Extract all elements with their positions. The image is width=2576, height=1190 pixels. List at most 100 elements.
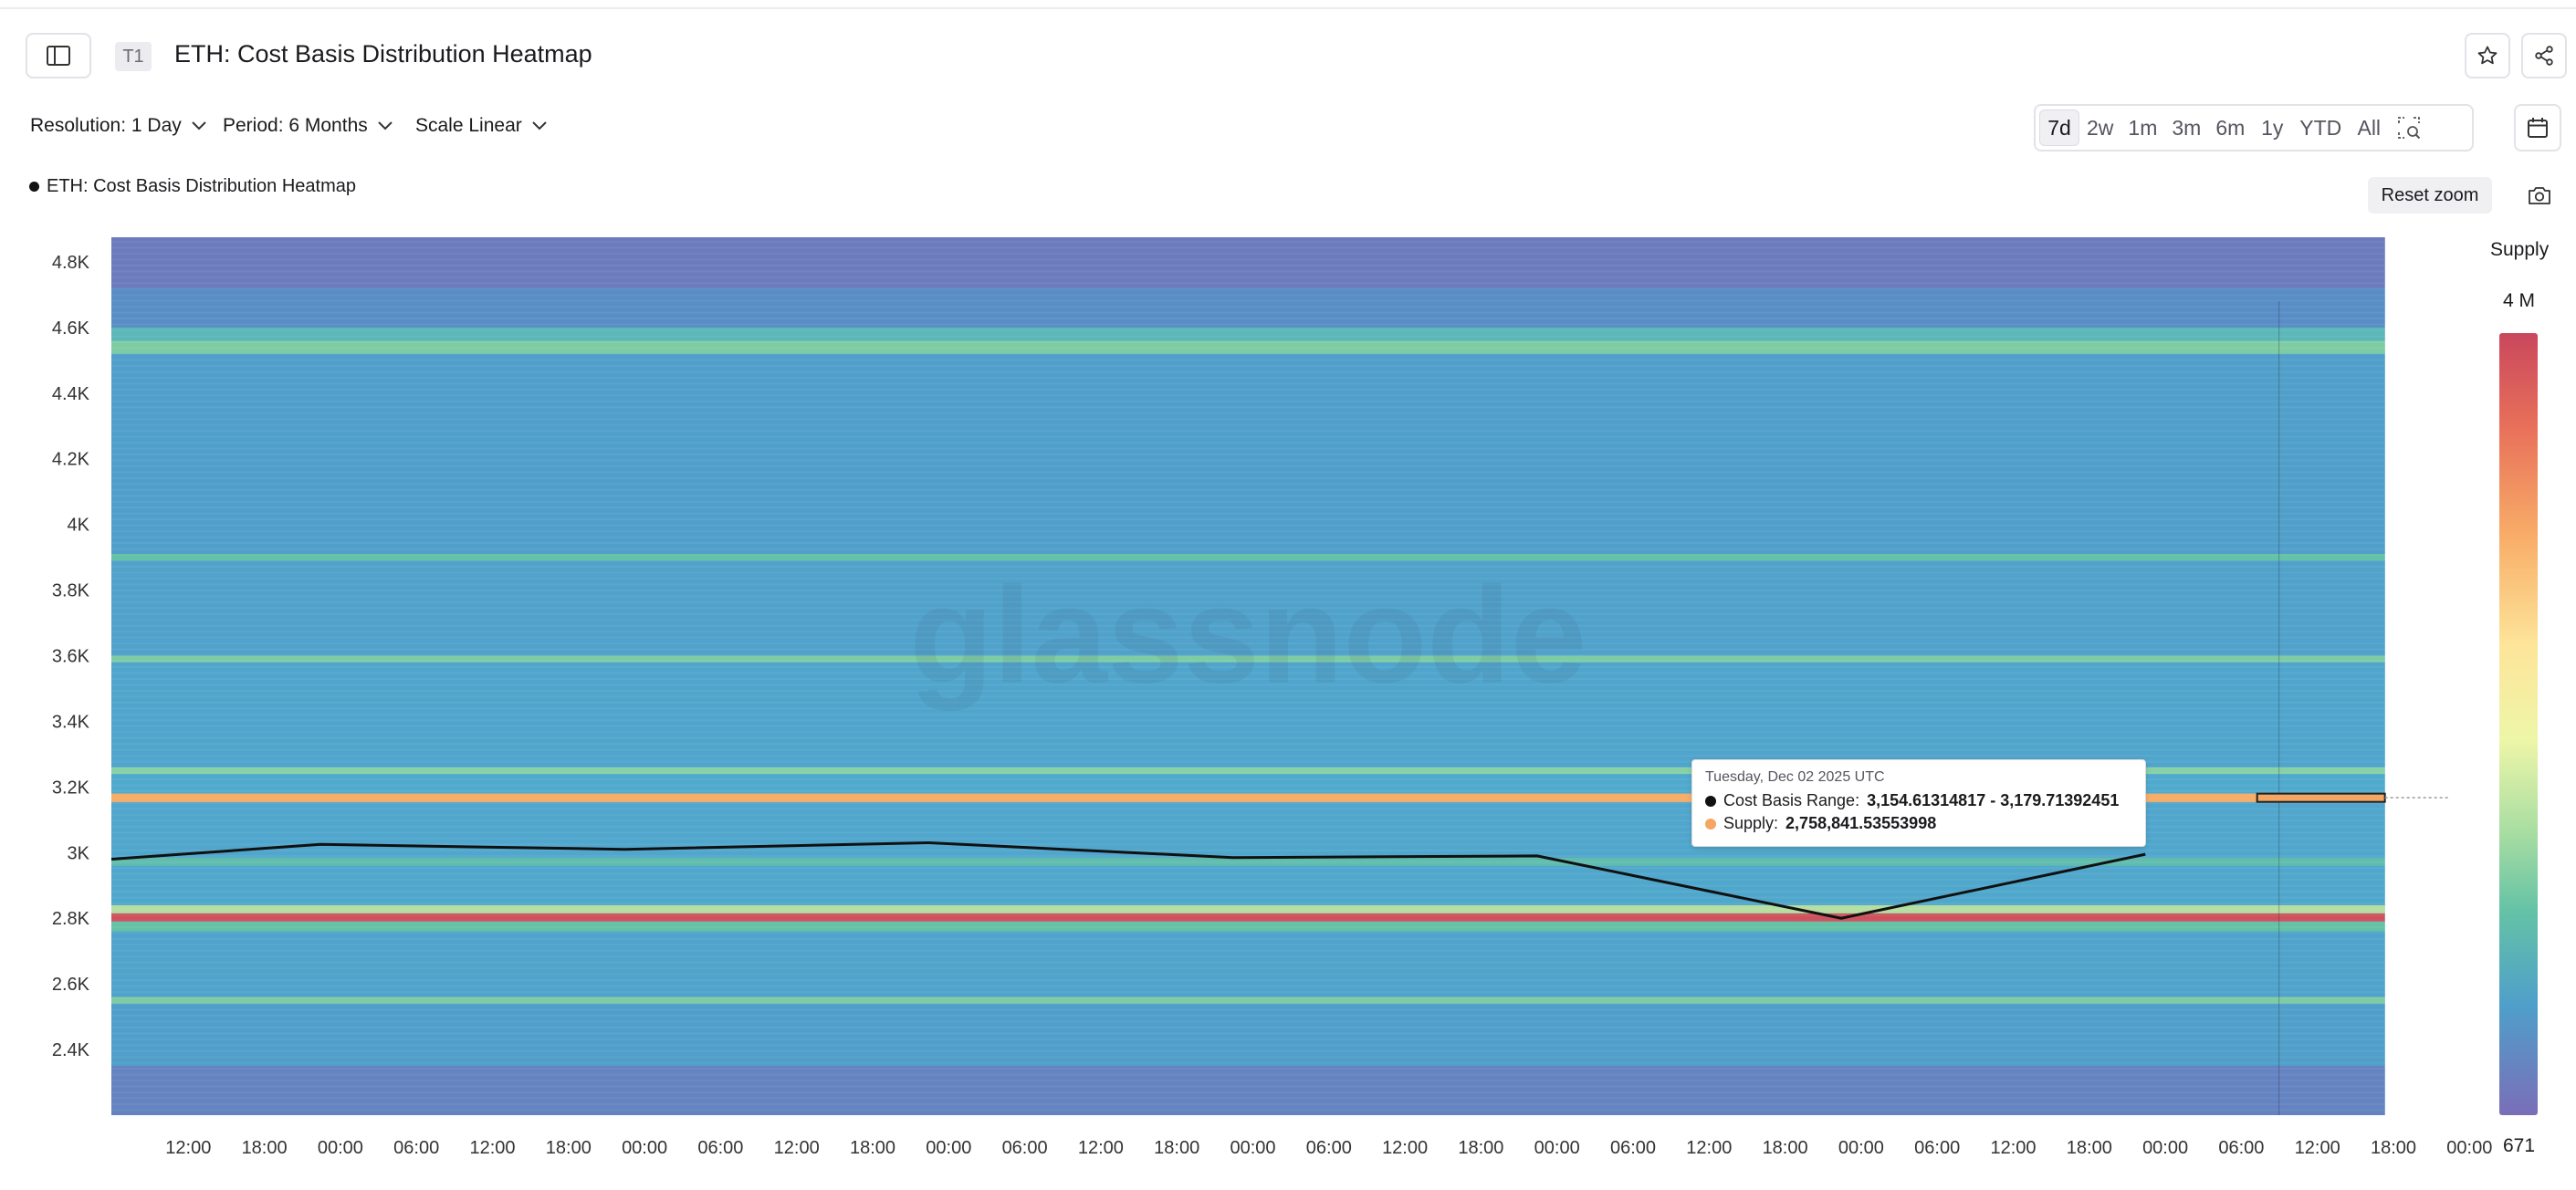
- heatmap-stripe: [111, 695, 2385, 698]
- heatmap-stripe: [111, 512, 2385, 515]
- heatmap-band: [111, 662, 2385, 767]
- screenshot-button[interactable]: [2523, 179, 2556, 212]
- heatmap-stripe: [111, 997, 2385, 999]
- heatmap-stripe: [111, 908, 2385, 911]
- colorbar-max-label: 4 M: [2503, 290, 2536, 311]
- heatmap-stripe: [111, 559, 2385, 562]
- heatmap-stripe: [111, 937, 2385, 940]
- heatmap-stripe: [111, 925, 2385, 928]
- heatmap-band: [111, 1066, 2385, 1115]
- scale-select[interactable]: Scale Linear: [415, 115, 548, 137]
- heatmap-stripe: [111, 719, 2385, 722]
- heatmap-stripe: [111, 1008, 2385, 1011]
- heatmap-stripe: [111, 1080, 2385, 1082]
- timeframe-1y[interactable]: 1y: [2261, 115, 2284, 140]
- heatmap-stripe: [111, 565, 2385, 568]
- heatmap-stripe: [111, 459, 2385, 462]
- timeframe-1m[interactable]: 1m: [2128, 115, 2158, 140]
- timeframe-2w[interactable]: 2w: [2087, 115, 2114, 140]
- timeframe-3m[interactable]: 3m: [2172, 115, 2202, 140]
- heatmap-stripe: [111, 341, 2385, 344]
- y-tick-label: 3K: [68, 843, 90, 863]
- heatmap-stripe: [111, 476, 2385, 479]
- heatmap-stripe: [111, 382, 2385, 385]
- x-tick-label: 12:00: [1382, 1138, 1428, 1158]
- heatmap-stripe: [111, 252, 2385, 255]
- calendar-icon: [2528, 118, 2548, 138]
- heatmap-stripe: [111, 743, 2385, 746]
- tooltip-range-label: Cost Basis Range:: [1723, 791, 1860, 809]
- sidebar-toggle-button[interactable]: [26, 33, 91, 78]
- tooltip-supply-row: Supply: 2,758,841.53553998: [1705, 814, 2132, 833]
- heatmap-stripe: [111, 246, 2385, 249]
- heatmap-stripe: [111, 624, 2385, 627]
- heatmap-stripe: [111, 506, 2385, 509]
- heatmap-stripe: [111, 944, 2385, 946]
- heatmap-stripe: [111, 406, 2385, 409]
- heatmap-stripe: [111, 500, 2385, 503]
- zoom-select-button[interactable]: [2389, 110, 2429, 146]
- timeframe-7d[interactable]: 7d: [2039, 110, 2079, 146]
- heatmap-band: [111, 865, 2385, 905]
- reset-zoom-button[interactable]: Reset zoom: [2368, 177, 2492, 214]
- timeframe-6m[interactable]: 6m: [2215, 115, 2246, 140]
- timeframe-all[interactable]: All: [2357, 115, 2382, 140]
- period-select[interactable]: Period: 6 Months: [223, 115, 393, 137]
- tooltip-range-value: 3,154.61314817 - 3,179.71392451: [1867, 791, 2120, 809]
- heatmap-stripe: [111, 1085, 2385, 1088]
- series-legend[interactable]: ETH: Cost Basis Distribution Heatmap: [29, 176, 356, 197]
- heatmap-stripe: [111, 258, 2385, 261]
- heatmap-stripe: [111, 896, 2385, 899]
- heatmap-stripe: [111, 359, 2385, 361]
- heatmap-stripe: [111, 270, 2385, 273]
- heatmap-stripe: [111, 967, 2385, 970]
- highlight-band: [111, 793, 2385, 802]
- share-icon: [2535, 46, 2553, 66]
- x-tick-label: 18:00: [1154, 1138, 1199, 1158]
- y-tick-label: 4.8K: [52, 253, 90, 273]
- y-tick-label: 2.4K: [52, 1040, 90, 1060]
- heatmap-stripe: [111, 955, 2385, 958]
- heatmap-stripe: [111, 364, 2385, 367]
- heatmap-band: [111, 353, 2385, 555]
- heatmap-stripe: [111, 677, 2385, 680]
- zoom-area-icon: [2398, 117, 2421, 140]
- heatmap-stripe: [111, 843, 2385, 846]
- tooltip-range-row: Cost Basis Range: 3,154.61314817 - 3,179…: [1705, 791, 2132, 810]
- heatmap-stripe: [111, 435, 2385, 438]
- heatmap-stripe: [111, 654, 2385, 657]
- heatmap-stripe: [111, 352, 2385, 355]
- heatmap-stripe: [111, 1056, 2385, 1059]
- share-button[interactable]: [2521, 33, 2567, 78]
- heatmap-stripe: [111, 530, 2385, 533]
- heatmap-stripe: [111, 329, 2385, 332]
- chart-tooltip: Tuesday, Dec 02 2025 UTC Cost Basis Rang…: [1691, 759, 2146, 847]
- heatmap-band: [111, 554, 2385, 561]
- heatmap-band: [111, 913, 2385, 922]
- x-tick-label: 12:00: [165, 1138, 211, 1158]
- favorite-button[interactable]: [2465, 33, 2510, 78]
- heatmap-stripe: [111, 642, 2385, 645]
- chevron-down-icon: [532, 121, 547, 130]
- timeframe-ytd[interactable]: YTD: [2299, 115, 2342, 140]
- x-tick-label: 12:00: [469, 1138, 515, 1158]
- x-tick-label: 06:00: [1914, 1138, 1960, 1158]
- colorbar-title: Supply: [2490, 239, 2550, 260]
- y-tick-label: 3.4K: [52, 712, 90, 732]
- heatmap-band: [111, 767, 2385, 774]
- y-tick-label: 4K: [68, 516, 90, 536]
- heatmap-stripe: [111, 837, 2385, 840]
- heatmap-stripe: [111, 867, 2385, 870]
- calendar-button[interactable]: [2514, 104, 2561, 151]
- heatmap-stripe: [111, 571, 2385, 574]
- heatmap-stripe: [111, 725, 2385, 727]
- heatmap-stripe: [111, 371, 2385, 373]
- heatmap-stripe: [111, 442, 2385, 444]
- heatmap-stripe: [111, 394, 2385, 397]
- x-tick-label: 00:00: [2142, 1138, 2188, 1158]
- y-tick-label: 4.2K: [52, 450, 90, 470]
- resolution-select[interactable]: Resolution: 1 Day: [30, 115, 207, 137]
- heatmap-band: [111, 237, 2385, 288]
- legend-dot: [29, 182, 39, 192]
